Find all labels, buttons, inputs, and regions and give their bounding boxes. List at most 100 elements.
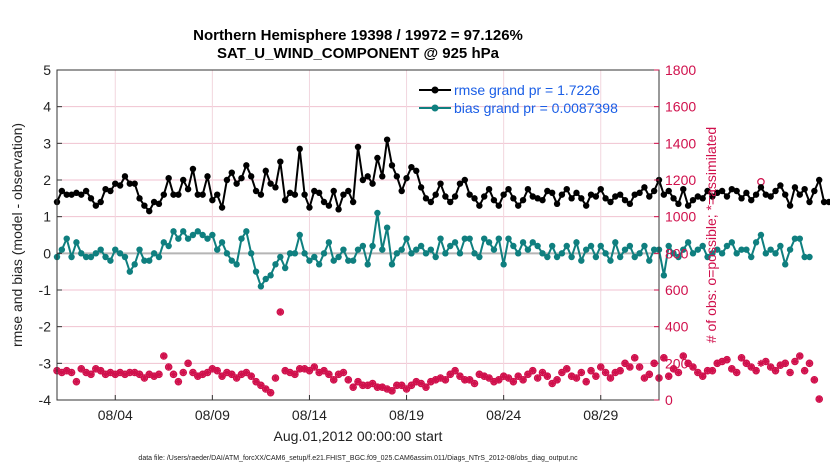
bias-point [257, 283, 265, 290]
obs-possible-point [422, 383, 430, 391]
rmse-point [150, 198, 158, 206]
bias-point [684, 239, 692, 246]
rmse-point [592, 193, 600, 200]
bias-point [490, 246, 498, 253]
rmse-point [427, 198, 435, 206]
obs-possible-point [383, 385, 391, 393]
rmse-point [243, 162, 250, 169]
rmse-point [126, 180, 134, 187]
bias-point [694, 246, 702, 253]
obs-possible-point [781, 359, 790, 368]
rmse-point [650, 187, 658, 195]
bias-point [723, 242, 731, 250]
rmse-point [311, 187, 318, 195]
obs-assimilated-point [752, 367, 760, 375]
obs-assimilated-point [587, 367, 595, 375]
rmse-point [631, 191, 638, 198]
obs-possible-point [227, 370, 236, 379]
bias-point [184, 235, 192, 242]
rmse-point [641, 184, 648, 191]
rmse-point [359, 176, 367, 184]
rmse-point [349, 198, 357, 206]
rmse-point [442, 193, 449, 200]
bias-point [262, 275, 269, 283]
obs-possible-point [621, 359, 629, 368]
chart-title: Northern Hemisphere 19398 / 19972 = 97.1… [193, 27, 523, 44]
bias-point [150, 250, 158, 257]
rmse-point [383, 136, 391, 143]
y-tick-label: -4 [39, 392, 52, 408]
bias-point [408, 250, 415, 257]
rmse-point [82, 187, 90, 195]
rmse-point [699, 195, 706, 202]
bias-point [748, 253, 755, 261]
bias-point [243, 228, 250, 235]
bias-point [447, 242, 454, 250]
bias-point [641, 242, 648, 250]
rmse-point [437, 180, 444, 187]
obs-possible-point [121, 370, 129, 379]
bias-point [680, 246, 687, 253]
bias-point [73, 239, 80, 246]
obs-possible-point [577, 368, 586, 377]
rmse-point [403, 174, 410, 182]
rmse-point [257, 191, 265, 198]
rmse-point [563, 185, 570, 193]
rmse-point [315, 189, 323, 197]
obs-possible-point [684, 359, 692, 368]
obs-possible-point [475, 370, 484, 379]
bias-point [301, 250, 308, 257]
obs-possible-point [543, 372, 552, 380]
rmse-point [791, 184, 799, 191]
obs-assimilated-point [592, 372, 600, 380]
obs-assimilated-point [563, 365, 571, 373]
rmse-point [175, 191, 182, 198]
bias-point [155, 253, 163, 261]
rmse-point [218, 204, 226, 211]
rmse-point [476, 202, 483, 209]
rmse-point [325, 202, 333, 209]
rmse-point [58, 187, 66, 195]
obs-possible-point [232, 374, 241, 382]
rmse-point [553, 200, 561, 208]
rmse-point [214, 191, 221, 198]
obs-possible-point [645, 370, 654, 379]
rmse-point [301, 191, 308, 198]
bias-point [315, 261, 323, 268]
bias-point [626, 242, 634, 250]
bias-point [699, 242, 706, 250]
bias-point [354, 246, 362, 253]
plot-area [57, 70, 659, 400]
rmse-point [451, 193, 459, 200]
obs-possible-point [310, 363, 319, 371]
obs-possible-point [694, 368, 702, 377]
obs-possible-point [582, 377, 590, 386]
obs-possible-point [509, 377, 518, 386]
bias-point [597, 242, 604, 250]
bias-point [403, 235, 410, 242]
bias-point [592, 253, 600, 261]
bias-point [665, 242, 672, 250]
obs-possible-point [101, 370, 110, 379]
rmse-point [116, 182, 124, 189]
obs-possible-point [742, 359, 751, 368]
bias-point [180, 228, 187, 235]
obs-possible-point [689, 363, 697, 371]
obs-assimilated-point [471, 380, 479, 387]
obs-possible-point [276, 308, 285, 316]
obs-possible-point [300, 365, 309, 373]
rmse-point [340, 191, 347, 198]
rmse-point [422, 195, 430, 202]
bias-point [82, 253, 90, 261]
bias-point [267, 272, 274, 279]
obs-possible-point [757, 178, 765, 186]
rmse-point [141, 202, 148, 209]
y-tick-label: 4 [43, 99, 51, 115]
rmse-point [277, 158, 284, 165]
bias-point [704, 253, 711, 261]
rmse-point [510, 195, 517, 202]
obs-possible-point [169, 370, 178, 379]
obs-possible-point [815, 395, 824, 403]
x-tick-label: 08/04 [98, 407, 133, 423]
bias-point [306, 257, 313, 264]
